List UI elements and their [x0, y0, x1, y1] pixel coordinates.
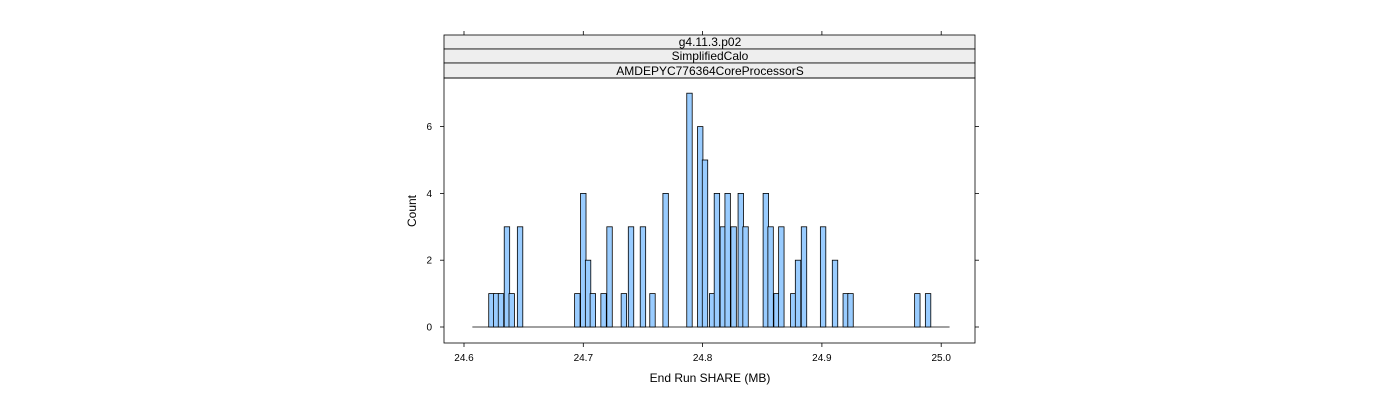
strip-1-label: g4.11.3.p02 — [679, 35, 742, 49]
histogram-bar — [794, 259, 802, 328]
histogram-bar — [713, 192, 721, 328]
histogram-bar — [639, 226, 647, 328]
strip-2-label: SimplifiedCalo — [672, 49, 749, 63]
y-tick-label: 2 — [426, 256, 432, 267]
histogram-bar — [924, 293, 932, 328]
y-tick-label: 6 — [426, 122, 432, 133]
histogram-bar — [589, 293, 596, 328]
x-tick-label: 25.0 — [931, 353, 951, 364]
histogram-bar — [516, 226, 524, 328]
x-tick-label: 24.6 — [454, 353, 474, 364]
histogram-bar — [914, 293, 921, 328]
histogram-bar — [686, 92, 693, 328]
strip-headers: g4.11.3.p02 SimplifiedCalo AMDEPYC776364… — [443, 34, 976, 79]
histogram-bar — [574, 293, 581, 328]
histogram-bar — [620, 293, 627, 328]
histogram-bar — [800, 226, 808, 328]
histogram-bar — [701, 159, 709, 328]
histogram-bar — [649, 293, 656, 328]
x-axis: 24.6 24.7 24.8 24.9 25.0 — [454, 31, 951, 364]
histogram-bar — [730, 226, 737, 328]
x-tick-label: 24.8 — [693, 353, 713, 364]
x-tick-label: 24.7 — [574, 353, 594, 364]
x-tick-label: 24.9 — [812, 353, 832, 364]
y-tick-label: 4 — [426, 189, 432, 200]
histogram-bar — [497, 293, 505, 328]
bars — [472, 92, 950, 328]
y-tick-label: 0 — [426, 323, 432, 334]
plot-frame — [443, 77, 976, 344]
histogram-bar — [503, 226, 511, 328]
histogram-bar — [847, 293, 854, 328]
y-axis-title: Count — [405, 194, 419, 227]
histogram-bar — [627, 226, 635, 328]
histogram-bar — [724, 192, 731, 328]
histogram-bar — [600, 293, 607, 328]
strip-3-label: AMDEPYC776364CoreProcessorS — [616, 64, 803, 78]
histogram-bar — [742, 226, 749, 328]
histogram-bar — [662, 192, 669, 328]
x-axis-title: End Run SHARE (MB) — [650, 371, 771, 385]
histogram-bar — [508, 293, 515, 328]
histogram-bar — [767, 226, 774, 328]
histogram-bar — [819, 226, 827, 328]
y-axis: 0 2 4 6 — [426, 122, 979, 334]
histogram-bar — [778, 226, 785, 328]
histogram-bar — [606, 226, 613, 328]
histogram-bar — [831, 259, 839, 328]
